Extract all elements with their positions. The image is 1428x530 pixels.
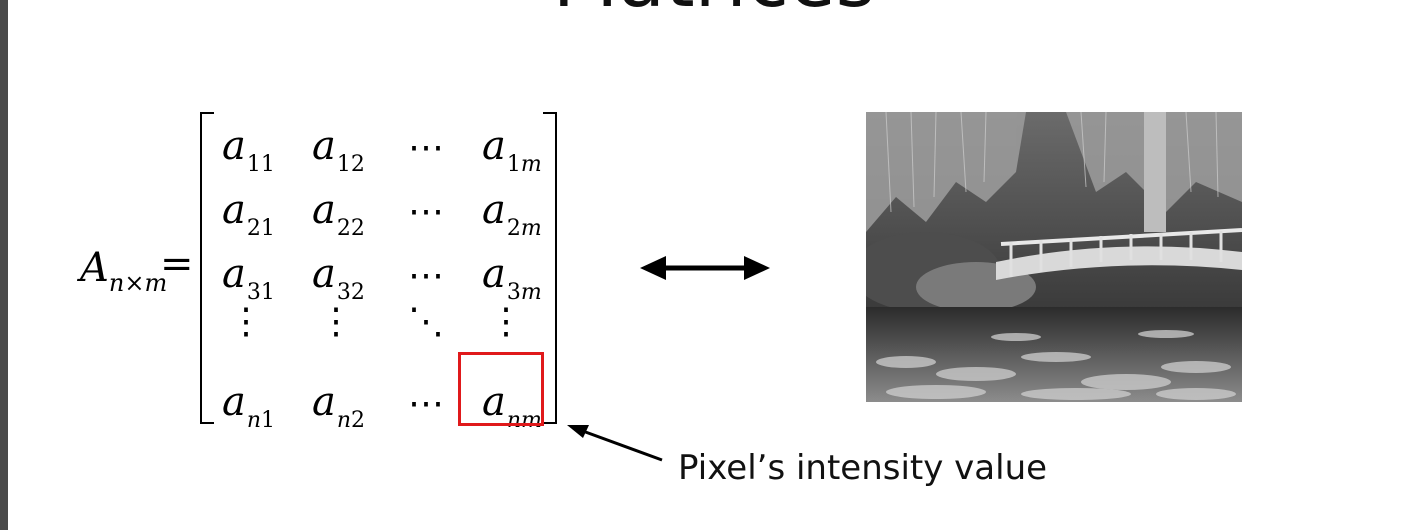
matrix-entry: a11 [222,126,275,185]
matrix-entry-base: ⋯ [408,383,444,424]
matrix-entry-base: ⋯ [408,191,444,232]
highlight-box-a-nm [458,352,544,426]
matrix-entry: a31 [222,254,275,313]
caption-pixel-intensity: Pixel’s intensity value [678,448,1048,488]
matrix-entry: an1 [222,382,275,441]
matrix-entry-subscript: 1m [506,152,542,177]
matrix-entry: ⋯ [408,258,444,294]
matrix-entry: ⋯ [408,194,444,230]
matrix-entry: a32 [312,254,365,313]
matrix-entry-subscript: 22 [336,216,365,241]
matrix-entry: an2 [312,382,365,441]
matrix-entry-base: a [312,123,336,169]
matrix-entry-base: a [222,187,246,233]
lhs-symbol: A [80,245,109,291]
matrix-entry-base: ⋮ [228,301,264,342]
matrix-entry: a21 [222,190,275,249]
slide-title: Matrices [0,0,1428,18]
matrix-entry-base: a [482,251,506,297]
matrix-entry-base: a [482,123,506,169]
matrix-entry-subscript: n2 [336,408,366,433]
matrix-entry-base: ⋱ [408,301,444,342]
matrix-entry: ⋮ [318,304,354,340]
grayscale-photo [866,112,1242,402]
matrix-entry-base: a [222,123,246,169]
left-edge-bar [0,0,8,530]
photo-bridge-pond-icon [866,112,1242,402]
matrix-entry-subscript: nm [506,408,542,433]
matrix-lhs: An×m [80,248,167,303]
matrix-entry: anm [482,382,542,441]
matrix-entry: ⋮ [228,304,264,340]
matrix-entry-base: ⋯ [408,127,444,168]
matrix-entry: ⋱ [408,304,444,340]
matrix-entry: ⋮ [488,304,524,340]
matrix-entry: a1m [482,126,542,185]
matrix-entry-subscript: 11 [246,152,275,177]
matrix-entry-subscript: 32 [336,280,365,305]
matrix-entry-base: a [222,251,246,297]
matrix-entry: ⋯ [408,386,444,422]
matrix-entry: a3m [482,254,542,313]
matrix-entry-base: a [482,187,506,233]
matrix-entry: a2m [482,190,542,249]
matrix-entry-subscript: n1 [246,408,276,433]
matrix-entry: a22 [312,190,365,249]
matrix-entry-base: a [312,251,336,297]
matrix-entry-subscript: 2m [506,216,542,241]
matrix-entry-subscript: 21 [246,216,275,241]
matrix-right-bracket [543,112,557,424]
equals-sign: = [160,241,194,287]
matrix-entry-base: ⋮ [318,301,354,342]
matrix-entry-subscript: 12 [336,152,365,177]
matrix-entry: ⋯ [408,130,444,166]
matrix-entry-base: ⋮ [488,301,524,342]
matrix-entry-subscript: 3m [506,280,542,305]
matrix-left-bracket [200,112,214,424]
matrix-entry-subscript: 31 [246,280,275,305]
matrix-entry: a12 [312,126,365,185]
double-arrow-icon [640,256,770,280]
matrix-entry-base: a [222,379,246,425]
matrix-entry-base: a [312,379,336,425]
pointer-arrow-icon [567,425,663,462]
matrix-entry-base: a [482,379,506,425]
matrix-entry-base: ⋯ [408,255,444,296]
matrix-entry-base: a [312,187,336,233]
lhs-subscript: n×m [108,269,168,297]
